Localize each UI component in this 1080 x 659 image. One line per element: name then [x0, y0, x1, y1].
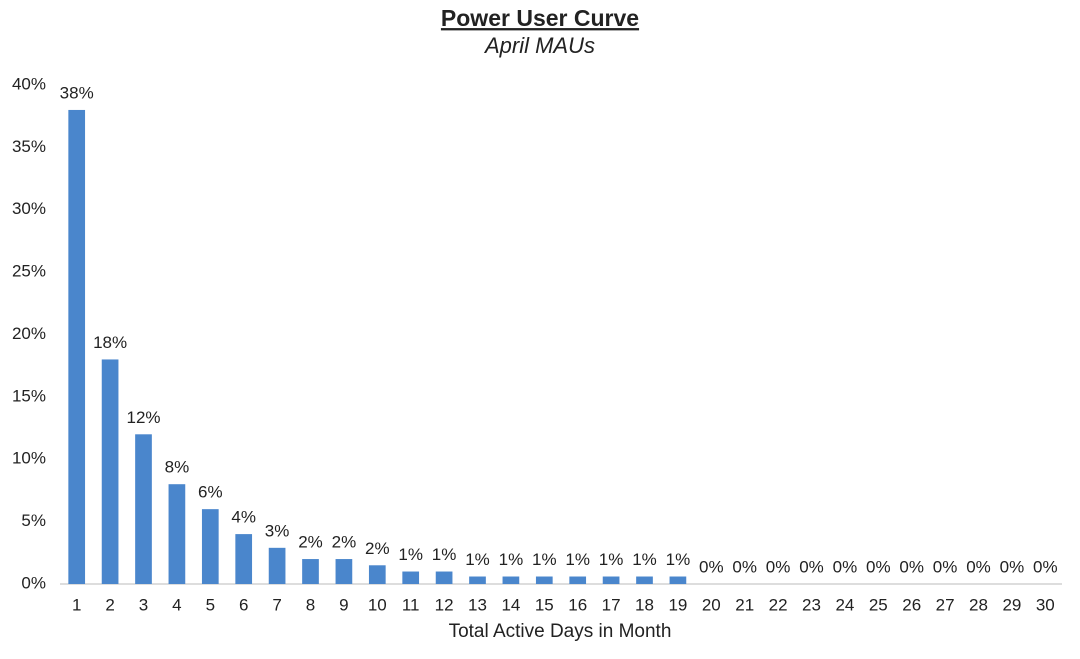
x-axis-label: Total Active Days in Month — [449, 621, 672, 642]
x-tick-label: 28 — [969, 595, 988, 614]
x-tick-label: 2 — [105, 595, 114, 614]
x-tick-label: 24 — [835, 595, 854, 614]
bar — [435, 571, 453, 584]
bar — [268, 547, 286, 584]
value-label: 0% — [699, 557, 724, 576]
x-tick-label: 26 — [902, 595, 921, 614]
value-label: 2% — [365, 539, 390, 558]
value-label: 0% — [833, 557, 858, 576]
x-tick-label: 5 — [206, 595, 215, 614]
bar — [469, 576, 486, 584]
value-label: 6% — [198, 483, 223, 502]
value-label: 4% — [231, 508, 256, 527]
value-label: 1% — [465, 550, 490, 569]
value-label: 3% — [265, 521, 290, 540]
x-tick-label: 17 — [602, 595, 621, 614]
x-tick-label: 29 — [1002, 595, 1021, 614]
x-tick-label: 8 — [306, 595, 315, 614]
bar — [168, 484, 186, 584]
x-tick-label: 23 — [802, 595, 821, 614]
bar — [569, 576, 587, 584]
x-tick-label: 15 — [535, 595, 554, 614]
value-label: 18% — [93, 333, 127, 352]
x-tick-label: 30 — [1036, 595, 1055, 614]
y-tick-label: 40% — [12, 74, 46, 93]
chart-title: Power User Curve — [441, 5, 639, 31]
y-tick-label: 30% — [12, 199, 46, 218]
x-tick-label: 12 — [435, 595, 454, 614]
value-label: 0% — [1000, 557, 1025, 576]
x-tick-label: 4 — [172, 595, 181, 614]
x-tick-label: 21 — [735, 595, 754, 614]
bar — [101, 359, 119, 584]
value-label: 0% — [1033, 557, 1058, 576]
x-tick-label: 6 — [239, 595, 248, 614]
value-label: 0% — [866, 557, 891, 576]
value-label: 1% — [499, 550, 524, 569]
value-label: 0% — [899, 557, 924, 576]
x-tick-label: 18 — [635, 595, 654, 614]
value-label: 2% — [298, 533, 323, 552]
chart-subtitle: April MAUs — [483, 33, 595, 58]
bar — [535, 576, 553, 584]
x-tick-label: 9 — [339, 595, 348, 614]
y-tick-label: 25% — [12, 262, 46, 281]
x-tick-label: 3 — [139, 595, 148, 614]
x-tick-label: 11 — [402, 595, 420, 614]
value-label: 1% — [565, 550, 590, 569]
value-label: 1% — [632, 550, 657, 569]
value-label: 8% — [165, 458, 190, 477]
bar — [235, 534, 253, 584]
y-tick-label: 35% — [12, 137, 46, 156]
bar — [335, 559, 353, 584]
bar — [402, 571, 420, 584]
value-label: 1% — [398, 545, 423, 564]
y-tick-label: 10% — [12, 449, 46, 468]
bar — [636, 576, 653, 584]
x-tick-label: 22 — [769, 595, 788, 614]
x-tick-label: 27 — [936, 595, 955, 614]
bar — [201, 509, 219, 584]
value-label: 38% — [60, 83, 94, 102]
x-tick-label: 16 — [568, 595, 587, 614]
value-label: 1% — [432, 545, 457, 564]
value-label: 1% — [599, 550, 624, 569]
x-tick-label: 14 — [501, 595, 520, 614]
value-label: 2% — [332, 533, 357, 552]
value-label: 0% — [966, 557, 991, 576]
bar — [68, 109, 86, 584]
x-tick-label: 20 — [702, 595, 721, 614]
y-tick-label: 15% — [12, 386, 46, 405]
bar — [602, 576, 620, 584]
x-tick-label: 1 — [72, 595, 81, 614]
value-label: 12% — [126, 408, 160, 427]
bar — [302, 559, 319, 584]
value-label: 0% — [732, 557, 757, 576]
bar — [502, 576, 520, 584]
x-tick-label: 19 — [668, 595, 687, 614]
x-tick-label: 10 — [368, 595, 387, 614]
value-label: 0% — [799, 557, 824, 576]
value-label: 0% — [933, 557, 958, 576]
x-tick-label: 13 — [468, 595, 487, 614]
value-label: 1% — [666, 550, 691, 569]
y-tick-label: 5% — [21, 511, 46, 530]
y-tick-label: 0% — [21, 573, 46, 592]
value-label: 1% — [532, 550, 557, 569]
x-tick-label: 7 — [272, 595, 281, 614]
x-tick-label: 25 — [869, 595, 888, 614]
value-label: 0% — [766, 557, 791, 576]
y-tick-label: 20% — [12, 324, 46, 343]
bar — [669, 576, 687, 584]
bar — [135, 434, 152, 584]
bar — [368, 565, 386, 584]
